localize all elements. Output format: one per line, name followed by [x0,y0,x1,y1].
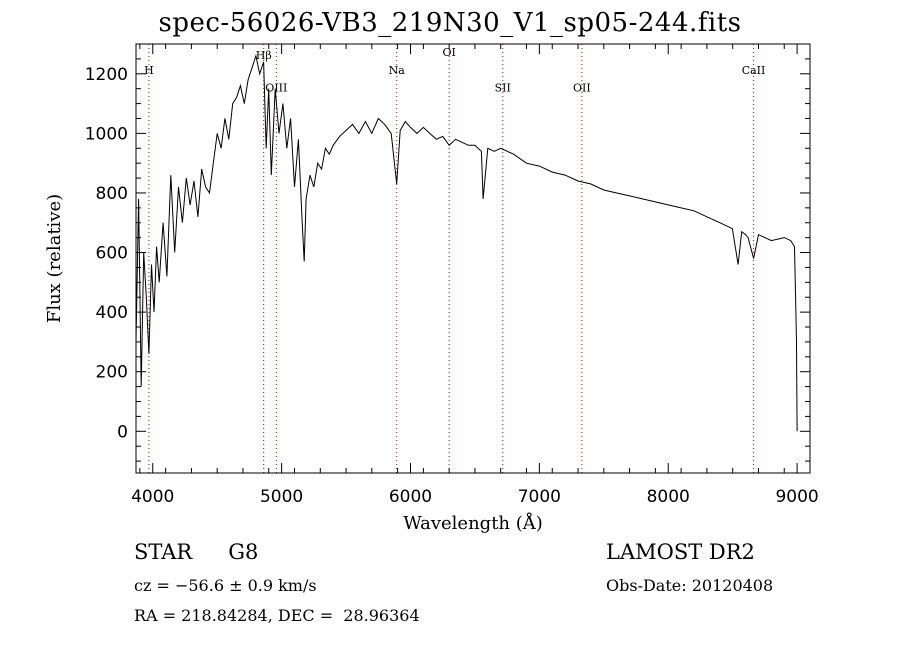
marker-label: OI [442,46,455,59]
observation-date: Obs-Date: 20120408 [606,576,774,595]
marker-label: CaII [742,64,766,77]
y-tick-label: 1000 [85,124,128,144]
marker-label: OII [573,82,591,95]
chart-title: spec-56026-VB3_219N30_V1_sp05-244.fits [158,8,742,38]
plot-frame [135,43,811,474]
x-tick-label: 7000 [518,487,561,507]
marker-label: Na [389,64,406,77]
y-tick-label: 1200 [85,65,128,85]
marker-label: Hβ [256,49,272,62]
survey-label: LAMOST DR2 [606,540,755,564]
line-markers: H Hβ OIII Na OI SII OII CaII [144,44,765,473]
y-tick-label: 0 [117,422,128,442]
object-subclass: G8 [228,540,259,564]
y-tick-label: 200 [96,363,128,383]
x-tick-label: 6000 [389,487,432,507]
object-class: STAR G8 [134,540,258,564]
marker-label: OIII [265,82,287,95]
x-tick-label: 9000 [775,487,818,507]
x-tick-label: 8000 [647,487,690,507]
y-axis-label: Flux (relative) [44,194,65,323]
object-class-label: STAR [134,540,193,564]
y-tick-label: 600 [96,244,128,264]
spectrum-line [135,53,798,432]
redshift-velocity: cz = −56.6 ± 0.9 km/s [134,576,317,595]
marker-label: H [144,64,154,77]
x-tick-label: 4000 [131,487,174,507]
y-tick-label: 400 [96,303,128,323]
y-tick-label: 800 [96,184,128,204]
spectrum-series [135,53,798,432]
x-tick-label: 5000 [260,487,303,507]
marker-label: SII [495,82,511,95]
x-axis-label: Wavelength (Å) [403,512,543,534]
axis-ticks: 4000 5000 6000 7000 8000 9000 0 200 400 600 800 100… [85,43,819,507]
coordinates: RA = 218.84284, DEC = 28.96364 [134,606,420,625]
